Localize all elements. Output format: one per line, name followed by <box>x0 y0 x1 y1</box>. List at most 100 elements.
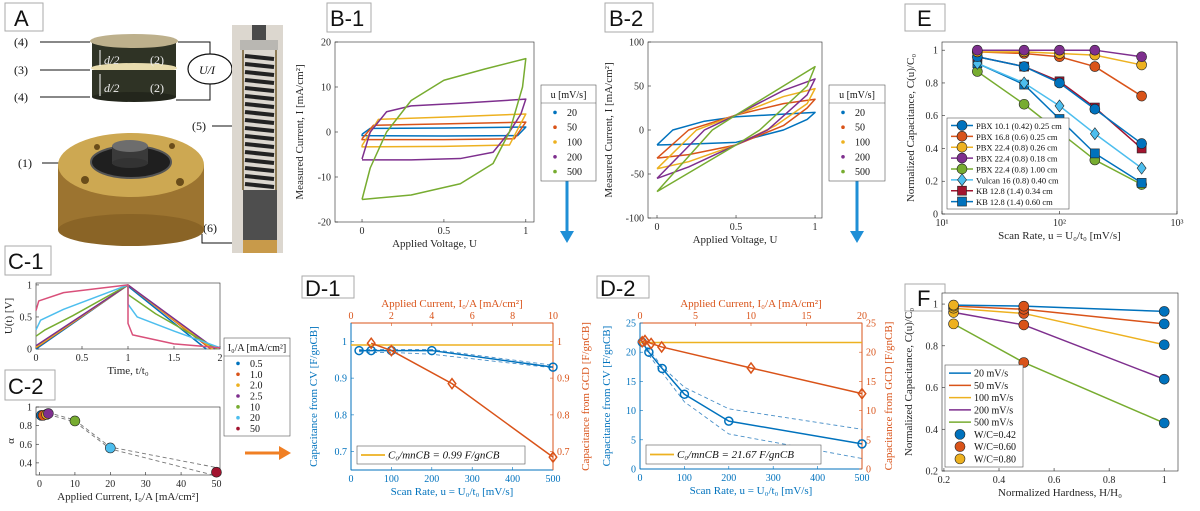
chart-b2: 0 0.5 1 Applied Voltage, U -100 -50 0 50 100 Meas… <box>603 38 886 247</box>
legend-entry: PBX 22.4 (0.8) 1.00 cm <box>951 163 1058 175</box>
flow-arrows <box>245 180 864 460</box>
legend-label: 50 mV/s <box>974 381 1008 392</box>
x-tick-label: 0.5 <box>438 226 451 237</box>
legend-entry: PBX 22.4 (0.8) 0.26 cm <box>951 141 1058 153</box>
legend-label: 20 <box>250 413 260 424</box>
legend-entry: 500 mV/s <box>949 418 1013 429</box>
series-500 <box>361 57 527 201</box>
y-tick-label: 20 <box>321 38 331 49</box>
legend-entry: 200 mV/s <box>949 405 1013 416</box>
y2-tick-label: 0 <box>866 465 871 476</box>
plot-frame <box>639 322 863 470</box>
y-tick-label: 0 <box>326 128 331 139</box>
x2-tick-label: 15 <box>802 311 812 322</box>
legend-entry: 100 <box>841 138 870 149</box>
legend-entry: 2.0 <box>236 381 263 392</box>
series-50 <box>656 98 816 159</box>
dot-marker <box>841 169 845 174</box>
label-1: (1) <box>18 156 32 170</box>
dot-marker <box>553 140 557 144</box>
chart-e: 10¹ 10² 10³ Scan Rate, u = U₀/t₀ [mV/s] 0 0.2… <box>905 41 1184 242</box>
open-diamond-marker <box>640 334 650 347</box>
axes: 0 0.5 1 1.5 2 Time, t/t₀ 0 0.5 1 U(t) [V] <box>3 280 223 377</box>
y-tick-label: 0.5 <box>20 312 33 323</box>
chart-c1: 0 0.5 1 1.5 2 Time, t/t₀ 0 0.5 1 U(t) [V] <box>3 280 223 377</box>
circle-marker <box>1136 51 1147 63</box>
series-line <box>641 341 863 445</box>
y-tick-label: 1 <box>27 280 32 291</box>
legend-title: u [mV/s] <box>551 90 587 101</box>
y-tick-label: 1 <box>342 337 347 348</box>
y-axis-label: Capacitance from CV [F/gnCB] <box>308 326 320 467</box>
x-tick-label: 0 <box>638 473 643 484</box>
series-500-mv-s <box>948 318 1170 429</box>
axes: 0 0.5 1 Applied Voltage, U -100 -50 0 50 100 Meas… <box>603 38 818 247</box>
legend-label: PBX 16.8 (0.6) 0.25 cm <box>976 132 1058 142</box>
series-group <box>656 65 816 193</box>
series-100 <box>361 113 527 148</box>
y-tick-label: 1 <box>27 403 32 414</box>
spring-coil <box>244 158 275 165</box>
y-axis-label: α <box>5 438 17 444</box>
legend-entry: 100 <box>553 138 582 149</box>
series-line <box>656 111 816 146</box>
x2-axis-label: Applied Current, I₀/A [mA/cm²] <box>680 298 822 310</box>
dot-marker <box>236 372 240 377</box>
open-diamond-marker <box>548 450 558 464</box>
legend-label: PBX 22.4 (0.8) 1.00 cm <box>976 164 1058 174</box>
series-line <box>361 57 527 201</box>
diamond-marker <box>1054 99 1065 113</box>
series-group <box>35 284 221 350</box>
legend-label: 200 mV/s <box>974 405 1013 416</box>
x-tick-label: 1 <box>1162 475 1167 486</box>
legend-entry: 1.0 <box>236 370 263 381</box>
legend-entry: KB 12.8 (1.4) 0.34 cm <box>951 185 1053 196</box>
photo-panel-a: d/2 (2) d/2 (2) U/I (4) (3) (4) (1) (5) … <box>14 25 283 253</box>
spring-coil <box>244 94 275 101</box>
legend-entry: PBX 22.4 (0.8) 0.18 cm <box>951 152 1058 164</box>
series-2 <box>641 342 863 459</box>
x-axis-label: Scan Rate, u = U₀/t₀ [mV/s] <box>998 230 1121 242</box>
x-tick-label: 30 <box>141 479 151 490</box>
circle-marker <box>956 163 968 175</box>
y-tick-label: -10 <box>318 173 331 184</box>
circle-marker <box>1018 61 1030 72</box>
legend-label: 500 mV/s <box>974 418 1013 429</box>
circle-marker <box>1158 339 1170 351</box>
arrow-right-icon <box>245 446 291 460</box>
series-50 <box>361 121 527 141</box>
spring-coil <box>244 142 275 149</box>
y-tick-label: 1 <box>933 46 938 57</box>
legend-entry: PBX 10.1 (0.42) 0.25 cm <box>951 120 1062 131</box>
legend-entry: 50 <box>553 123 577 134</box>
circle-marker <box>954 453 966 465</box>
x-tick-label: 0.5 <box>730 222 743 233</box>
x2-tick-label: 2 <box>389 311 394 322</box>
x-tick-label: 0 <box>34 353 39 364</box>
series-pbx-22-4-0-8-0-18-cm <box>972 44 1147 63</box>
series-200 <box>656 78 816 180</box>
legend-entry: 50 <box>236 424 260 435</box>
x-tick-label: 50 <box>211 479 221 490</box>
series-line <box>656 65 816 193</box>
label-2: (2) <box>150 53 164 67</box>
legend-entry: 2.5 <box>236 392 263 403</box>
x-tick-label: 200 <box>424 474 439 485</box>
circle-marker <box>1054 77 1065 89</box>
circle-marker <box>1054 44 1065 56</box>
x2-tick-label: 4 <box>429 311 434 322</box>
spring-coil <box>244 70 275 77</box>
series-500 <box>656 65 816 193</box>
legend-label: 1.0 <box>250 370 263 381</box>
y-tick-label: -100 <box>626 214 644 225</box>
y-axis-label: Normalized Capacitance, C(u)/C₀ <box>905 54 917 202</box>
open-diamond-marker <box>746 361 756 375</box>
square-marker <box>1136 178 1147 188</box>
y-tick-label: 0 <box>639 126 644 137</box>
dot-marker <box>553 110 557 115</box>
